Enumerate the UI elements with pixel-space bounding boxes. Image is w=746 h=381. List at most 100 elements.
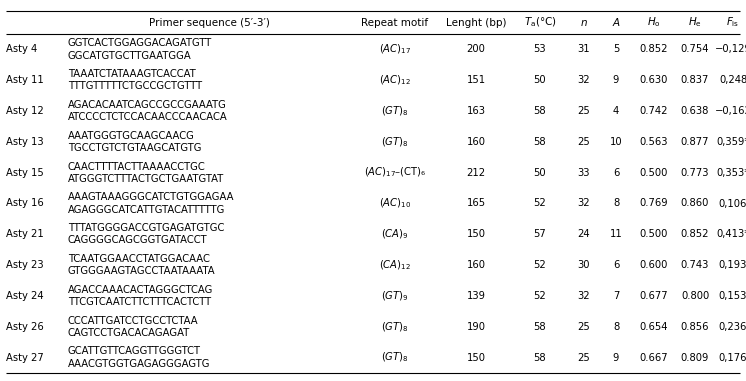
Text: $T_\mathrm{a}$(°C): $T_\mathrm{a}$(°C) xyxy=(524,16,557,29)
Text: 25: 25 xyxy=(577,106,590,116)
Text: 0.500: 0.500 xyxy=(640,168,668,178)
Text: 4: 4 xyxy=(613,106,619,116)
Text: 8: 8 xyxy=(613,322,619,332)
Text: 0.852: 0.852 xyxy=(640,45,668,54)
Text: AAAGTAAAGGGCATCTGTGGAGAA: AAAGTAAAGGGCATCTGTGGAGAA xyxy=(68,192,234,202)
Text: 151: 151 xyxy=(466,75,486,85)
Text: 6: 6 xyxy=(612,168,619,178)
Text: TAAATCTATAAAGTCACCAT: TAAATCTATAAAGTCACCAT xyxy=(68,69,195,79)
Text: 24: 24 xyxy=(577,229,590,239)
Text: $(AC)_{12}$: $(AC)_{12}$ xyxy=(379,74,411,87)
Text: 52: 52 xyxy=(533,291,546,301)
Text: $F_\mathrm{is}$: $F_\mathrm{is}$ xyxy=(727,16,740,29)
Text: CCCATTGATCCTGCCTCTAA: CCCATTGATCCTGCCTCTAA xyxy=(68,315,198,326)
Text: 52: 52 xyxy=(533,260,546,270)
Text: 7: 7 xyxy=(612,291,619,301)
Text: 9: 9 xyxy=(612,352,619,363)
Text: 0,193: 0,193 xyxy=(719,260,746,270)
Text: $(AC)_{17}$: $(AC)_{17}$ xyxy=(379,43,411,56)
Text: Asty 12: Asty 12 xyxy=(6,106,44,116)
Text: Asty 26: Asty 26 xyxy=(6,322,44,332)
Text: 25: 25 xyxy=(577,137,590,147)
Text: TGCCTGTCTGTAAGCATGTG: TGCCTGTCTGTAAGCATGTG xyxy=(68,143,201,153)
Text: 0.630: 0.630 xyxy=(640,75,668,85)
Text: $(GT)_{9}$: $(GT)_{9}$ xyxy=(381,289,409,303)
Text: Asty 4: Asty 4 xyxy=(6,45,37,54)
Text: $(GT)_{8}$: $(GT)_{8}$ xyxy=(381,320,409,334)
Text: 0.742: 0.742 xyxy=(640,106,668,116)
Text: 31: 31 xyxy=(577,45,590,54)
Text: 0.754: 0.754 xyxy=(681,45,709,54)
Text: 0,413*: 0,413* xyxy=(716,229,746,239)
Text: 0,176: 0,176 xyxy=(718,352,746,363)
Text: 0.856: 0.856 xyxy=(681,322,709,332)
Text: ATGGGTCTTTACTGCTGAATGTAT: ATGGGTCTTTACTGCTGAATGTAT xyxy=(68,174,225,184)
Text: 150: 150 xyxy=(466,229,486,239)
Text: 9: 9 xyxy=(612,75,619,85)
Text: 0.500: 0.500 xyxy=(640,229,668,239)
Text: 0.654: 0.654 xyxy=(640,322,668,332)
Text: $(GT)_{8}$: $(GT)_{8}$ xyxy=(381,135,409,149)
Text: 0.860: 0.860 xyxy=(681,199,709,208)
Text: 32: 32 xyxy=(577,75,590,85)
Text: 5: 5 xyxy=(612,45,619,54)
Text: AGAGGGCATCATTGTACATTTTTG: AGAGGGCATCATTGTACATTTTTG xyxy=(68,205,225,215)
Text: 25: 25 xyxy=(577,322,590,332)
Text: 0.563: 0.563 xyxy=(640,137,668,147)
Text: 0,153: 0,153 xyxy=(719,291,746,301)
Text: 58: 58 xyxy=(533,352,546,363)
Text: Asty 24: Asty 24 xyxy=(6,291,43,301)
Text: 0,359*: 0,359* xyxy=(716,137,746,147)
Text: CAACTTTTACTTAAAACCTGC: CAACTTTTACTTAAAACCTGC xyxy=(68,162,206,171)
Text: 0.800: 0.800 xyxy=(681,291,709,301)
Text: 58: 58 xyxy=(533,322,546,332)
Text: $H_\mathrm{e}$: $H_\mathrm{e}$ xyxy=(688,16,702,29)
Text: 6: 6 xyxy=(612,260,619,270)
Text: 33: 33 xyxy=(577,168,590,178)
Text: 52: 52 xyxy=(533,199,546,208)
Text: 0.809: 0.809 xyxy=(681,352,709,363)
Text: GCATTGTTCAGGTTGGGTCT: GCATTGTTCAGGTTGGGTCT xyxy=(68,346,201,357)
Text: Primer sequence (5′-3′): Primer sequence (5′-3′) xyxy=(148,18,269,27)
Text: TTCGTCAATCTTCTTTCACTCTT: TTCGTCAATCTTCTTTCACTCTT xyxy=(68,297,211,307)
Text: GGTCACTGGAGGACAGATGTT: GGTCACTGGAGGACAGATGTT xyxy=(68,38,213,48)
Text: Repeat motif: Repeat motif xyxy=(362,18,428,27)
Text: 0.743: 0.743 xyxy=(681,260,709,270)
Text: 58: 58 xyxy=(533,137,546,147)
Text: TTTATGGGGACCGTGAGATGTGC: TTTATGGGGACCGTGAGATGTGC xyxy=(68,223,225,233)
Text: $(AC)_{17}$–(CT)₆: $(AC)_{17}$–(CT)₆ xyxy=(364,166,426,179)
Text: 165: 165 xyxy=(466,199,486,208)
Text: TTTGTTTTTCTGCCGCTGTTT: TTTGTTTTTCTGCCGCTGTTT xyxy=(68,82,202,91)
Text: AGACCAAACACTAGGGCTCAG: AGACCAAACACTAGGGCTCAG xyxy=(68,285,213,295)
Text: 10: 10 xyxy=(609,137,622,147)
Text: Asty 11: Asty 11 xyxy=(6,75,44,85)
Text: 0.837: 0.837 xyxy=(681,75,709,85)
Text: CAGTCCTGACACAGAGAT: CAGTCCTGACACAGAGAT xyxy=(68,328,190,338)
Text: $n$: $n$ xyxy=(580,18,588,27)
Text: −0,162: −0,162 xyxy=(715,106,746,116)
Text: Asty 21: Asty 21 xyxy=(6,229,44,239)
Text: Lenght (bp): Lenght (bp) xyxy=(446,18,507,27)
Text: 25: 25 xyxy=(577,352,590,363)
Text: 50: 50 xyxy=(533,168,546,178)
Text: 163: 163 xyxy=(466,106,486,116)
Text: 0.600: 0.600 xyxy=(640,260,668,270)
Text: GGCATGTGCTTGAATGGA: GGCATGTGCTTGAATGGA xyxy=(68,51,192,61)
Text: $(CA)_{12}$: $(CA)_{12}$ xyxy=(379,258,411,272)
Text: Asty 23: Asty 23 xyxy=(6,260,43,270)
Text: TCAATGGAACCTATGGACAAC: TCAATGGAACCTATGGACAAC xyxy=(68,254,210,264)
Text: AGACACAATCAGCCGCCGAAATG: AGACACAATCAGCCGCCGAAATG xyxy=(68,100,227,110)
Text: $(GT)_{8}$: $(GT)_{8}$ xyxy=(381,104,409,118)
Text: ATCCCCTCTCCACAACCCAACACA: ATCCCCTCTCCACAACCCAACACA xyxy=(68,112,228,122)
Text: Asty 16: Asty 16 xyxy=(6,199,44,208)
Text: AAATGGGTGCAAGCAACG: AAATGGGTGCAAGCAACG xyxy=(68,131,195,141)
Text: 30: 30 xyxy=(577,260,590,270)
Text: Asty 15: Asty 15 xyxy=(6,168,44,178)
Text: 0,236: 0,236 xyxy=(719,322,746,332)
Text: GTGGGAAGTAGCCTAATAAATA: GTGGGAAGTAGCCTAATAAATA xyxy=(68,266,216,276)
Text: 139: 139 xyxy=(466,291,486,301)
Text: 32: 32 xyxy=(577,291,590,301)
Text: 32: 32 xyxy=(577,199,590,208)
Text: 160: 160 xyxy=(466,137,486,147)
Text: 212: 212 xyxy=(466,168,486,178)
